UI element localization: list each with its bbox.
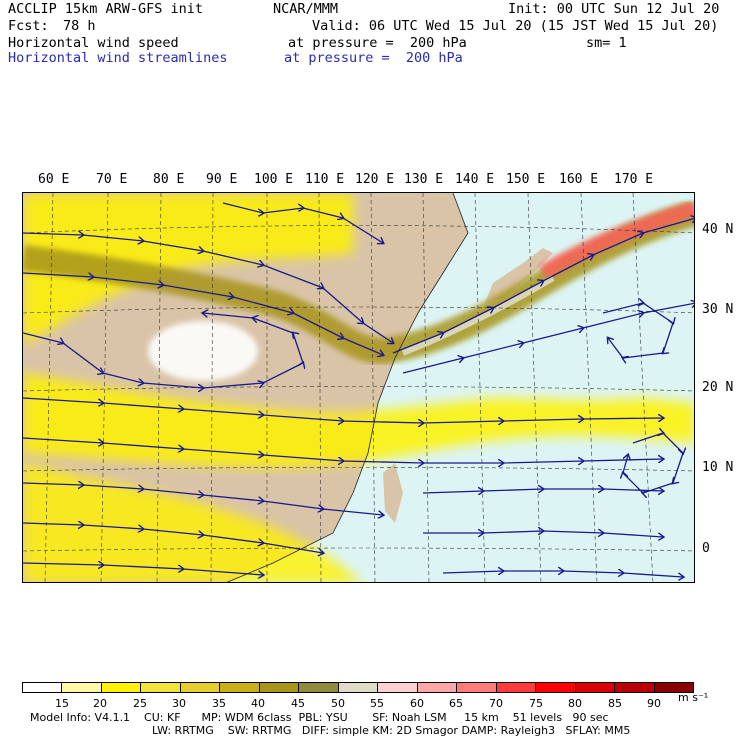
colorbar-tick: 40 bbox=[251, 697, 265, 710]
forecast-label: Fcst: bbox=[8, 18, 49, 34]
model-info-line2: LW: RRTMG SW: RRTMG DIFF: simple KM: 2D … bbox=[152, 724, 631, 737]
anticyclone-center bbox=[148, 321, 258, 381]
lat-label: 10 N bbox=[702, 460, 734, 475]
lon-label: 150 E bbox=[506, 172, 546, 187]
wind-map-svg bbox=[23, 193, 694, 582]
colorbar-cell bbox=[378, 683, 418, 692]
colorbar-cell bbox=[536, 683, 576, 692]
colorbar-tick: 25 bbox=[133, 697, 147, 710]
colorbar-cell bbox=[141, 683, 181, 692]
colorbar-cell bbox=[615, 683, 655, 692]
colorbar-cell bbox=[654, 683, 693, 692]
streamlines bbox=[23, 202, 694, 577]
colorbar-cell bbox=[417, 683, 458, 692]
init-time: Init: 00 UTC Sun 12 Jul 20 bbox=[508, 1, 720, 17]
forecast-hours: 78 h bbox=[63, 18, 96, 34]
land-philippines bbox=[383, 463, 403, 523]
field1-level: at pressure = 200 hPa bbox=[288, 35, 467, 51]
valid-time: Valid: 06 UTC Wed 15 Jul 20 (15 JST Wed … bbox=[312, 18, 719, 34]
lon-label: 160 E bbox=[559, 172, 599, 187]
colorbar-unit: m s⁻¹ bbox=[678, 691, 709, 704]
colorbar bbox=[22, 682, 694, 693]
colorbar-tick: 80 bbox=[568, 697, 582, 710]
colorbar-cell bbox=[496, 683, 537, 692]
smoothing-label: sm= 1 bbox=[586, 35, 627, 51]
colorbar-cell bbox=[259, 683, 300, 692]
model-title: ACCLIP 15km ARW-GFS init bbox=[8, 1, 204, 17]
colorbar-cell bbox=[220, 683, 260, 692]
colorbar-tick: 60 bbox=[410, 697, 424, 710]
wind-map bbox=[22, 192, 695, 583]
colorbar-tick: 35 bbox=[212, 697, 226, 710]
colorbar-tick: 55 bbox=[370, 697, 384, 710]
colorbar-tick: 75 bbox=[529, 697, 543, 710]
lat-label: 40 N bbox=[702, 222, 734, 237]
colorbar-tick: 45 bbox=[291, 697, 305, 710]
lat-label: 0 bbox=[702, 541, 710, 556]
model-info-line1: Model Info: V4.1.1 CU: KF MP: WDM 6class… bbox=[30, 711, 609, 724]
lon-label: 170 E bbox=[614, 172, 654, 187]
field2-level: at pressure = 200 hPa bbox=[284, 50, 463, 66]
field1-name: Horizontal wind speed bbox=[8, 35, 179, 51]
lon-label: 120 E bbox=[355, 172, 395, 187]
colorbar-tick: 20 bbox=[93, 697, 107, 710]
lon-label: 70 E bbox=[96, 172, 128, 187]
lon-label: 110 E bbox=[305, 172, 345, 187]
lon-label: 100 E bbox=[254, 172, 294, 187]
colorbar-cell bbox=[23, 683, 63, 692]
colorbar-tick: 90 bbox=[647, 697, 661, 710]
colorbar-cell bbox=[62, 683, 102, 692]
colorbar-cell bbox=[180, 683, 221, 692]
colorbar-tick: 30 bbox=[172, 697, 186, 710]
lon-label: 90 E bbox=[206, 172, 238, 187]
colorbar-tick: 70 bbox=[489, 697, 503, 710]
colorbar-tick: 50 bbox=[331, 697, 345, 710]
colorbar-cell bbox=[101, 683, 142, 692]
lon-label: 130 E bbox=[404, 172, 444, 187]
colorbar-tick: 65 bbox=[449, 697, 463, 710]
colorbar-tick: 85 bbox=[608, 697, 622, 710]
colorbar-cell bbox=[575, 683, 616, 692]
lat-label: 30 N bbox=[702, 302, 734, 317]
field2-name: Horizontal wind streamlines bbox=[8, 50, 228, 66]
lat-label: 20 N bbox=[702, 380, 734, 395]
colorbar-tick: 15 bbox=[55, 697, 69, 710]
lon-label: 60 E bbox=[38, 172, 70, 187]
colorbar-cell bbox=[299, 683, 339, 692]
lon-label: 140 E bbox=[455, 172, 495, 187]
org-label: NCAR/MMM bbox=[273, 1, 339, 17]
lon-label: 80 E bbox=[153, 172, 185, 187]
colorbar-cell bbox=[338, 683, 379, 692]
colorbar-cell bbox=[457, 683, 497, 692]
